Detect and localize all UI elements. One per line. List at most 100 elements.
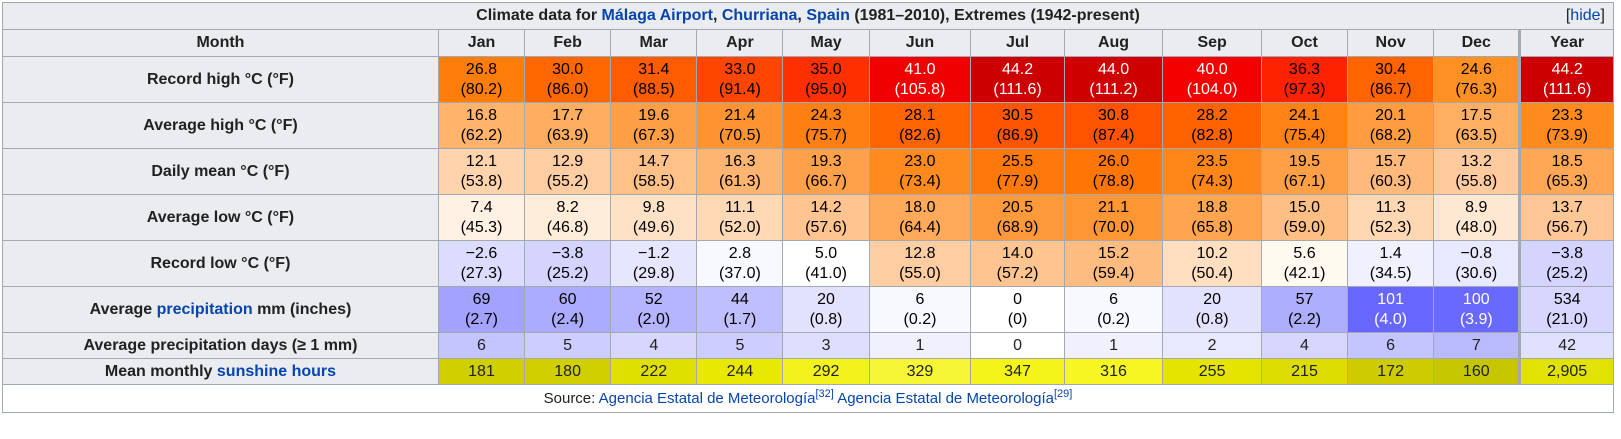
celsius-value: −0.8 — [1460, 244, 1493, 262]
average-precipitation-cell-year: 534 (21.0) — [1518, 286, 1614, 333]
celsius-value: 1.4 — [1379, 244, 1402, 262]
row-label-prefix: Mean monthly — [104, 362, 217, 380]
average-precipitation-link[interactable]: precipitation — [156, 300, 253, 318]
record-high-cell-may: 35.0 (95.0) — [782, 56, 870, 103]
average-low-cell-oct: 15.0 (59.0) — [1260, 194, 1349, 241]
celsius-value: 7.4 — [470, 198, 493, 216]
daily-mean-cell-year: 18.5 (65.3) — [1518, 148, 1614, 195]
average-low-cell-jul: 20.5 (68.9) — [970, 194, 1065, 241]
celsius-value: 11.1 — [724, 198, 755, 216]
fahrenheit-value: (25.2) — [1546, 264, 1589, 282]
celsius-value: 0 — [1013, 290, 1022, 308]
sunshine-hours-link[interactable]: sunshine hours — [216, 362, 337, 380]
year-column-header: Year — [1518, 29, 1614, 57]
average-precipitation-row: Average precipitation mm (inches) 69 (2.7)… — [2, 286, 1614, 333]
celsius-value: 11.3 — [1375, 198, 1406, 216]
precipitation-days-cell-mar: 4 — [610, 332, 698, 359]
precipitation-days-cell-may: 3 — [782, 332, 870, 359]
record-low-cell-year: −3.8 (25.2) — [1518, 240, 1614, 287]
fahrenheit-value: (67.3) — [632, 126, 675, 144]
average-precipitation-cell-mar: 52 (2.0) — [610, 286, 698, 333]
celsius-value: 12.9 — [552, 152, 584, 170]
reference-29-link[interactable]: [29] — [1054, 387, 1073, 400]
precipitation-days-row: Average precipitation days (≥ 1 mm) 6 5 4 5 3… — [2, 332, 1614, 359]
hide-button[interactable]: hide — [1570, 7, 1601, 24]
fahrenheit-value: (91.4) — [719, 80, 761, 98]
fahrenheit-value: (76.3) — [1455, 80, 1498, 98]
precipitation-days-cell-oct: 4 — [1260, 332, 1349, 359]
fahrenheit-value: (42.1) — [1283, 264, 1326, 282]
reference-32-link[interactable]: [32] — [815, 387, 834, 400]
average-high-cell-jun: 28.1 (82.6) — [868, 102, 972, 149]
malaga-airport-link[interactable]: Málaga Airport — [601, 7, 713, 24]
fahrenheit-value: (75.4) — [1283, 126, 1326, 144]
table-caption: Climate data for Málaga Airport, Churria… — [2, 2, 1614, 30]
celsius-value: 16.8 — [465, 106, 498, 124]
celsius-value: 36.3 — [1288, 60, 1321, 78]
average-high-cell-jan: 16.8 (62.2) — [437, 102, 526, 149]
churriana-link[interactable]: Churriana — [721, 7, 798, 24]
aemet-link-1[interactable]: Agencia Estatal de Meteorología — [598, 389, 816, 407]
hide-bracket-open: [ — [1565, 7, 1571, 24]
fahrenheit-value: (50.4) — [1191, 264, 1234, 282]
fahrenheit-value: (2.0) — [637, 310, 671, 328]
fahrenheit-value: (77.9) — [996, 172, 1039, 190]
fahrenheit-value: (73.9) — [1546, 126, 1589, 144]
fahrenheit-value: (2.2) — [1288, 310, 1321, 328]
daily-mean-cell-apr: 16.3 (61.3) — [696, 148, 784, 195]
celsius-value: 12.1 — [465, 152, 498, 170]
sunshine-hours-cell-jan: 181 — [437, 358, 526, 385]
celsius-value: 14.0 — [1001, 244, 1034, 262]
celsius-value: 21.1 — [1097, 198, 1130, 216]
fahrenheit-value: (2.7) — [465, 310, 498, 328]
celsius-value: 8.2 — [556, 198, 579, 216]
fahrenheit-value: (56.7) — [1546, 218, 1589, 236]
celsius-value: 40.0 — [1196, 60, 1228, 78]
month-header-feb: Feb — [524, 29, 612, 57]
fahrenheit-value: (63.9) — [546, 126, 589, 144]
fahrenheit-value: (34.5) — [1369, 264, 1412, 282]
daily-mean-cell-may: 19.3 (66.7) — [782, 148, 870, 195]
precipitation-days-cell-nov: 6 — [1347, 332, 1435, 359]
celsius-value: 24.3 — [810, 106, 842, 124]
record-low-cell-aug: 15.2 (59.4) — [1063, 240, 1164, 287]
climate-data-body: Record high °C (°F) 26.8 (80.2) 30.0 (86.0) 3… — [2, 56, 1614, 385]
precipitation-days-cell-jul: 0 — [970, 332, 1065, 359]
celsius-value: 20.1 — [1375, 106, 1407, 124]
average-precipitation-cell-jun: 6 (0.2) — [868, 286, 972, 333]
average-low-cell-nov: 11.3 (52.3) — [1347, 194, 1435, 241]
record-low-cell-mar: −1.2 (29.8) — [610, 240, 698, 287]
average-precipitation-row-header: Average precipitation mm (inches) — [2, 286, 439, 333]
source-prefix: Source: — [543, 389, 599, 407]
fahrenheit-value: (66.7) — [805, 172, 847, 190]
month-header-aug: Aug — [1063, 29, 1164, 57]
average-low-cell-aug: 21.1 (70.0) — [1063, 194, 1164, 241]
daily-mean-row-header: Daily mean °C (°F) — [2, 148, 439, 195]
celsius-value: 20 — [817, 290, 835, 308]
record-high-row: Record high °C (°F) 26.8 (80.2) 30.0 (86.0) 3… — [2, 56, 1614, 103]
average-high-cell-mar: 19.6 (67.3) — [610, 102, 698, 149]
fahrenheit-value: (3.9) — [1459, 310, 1493, 328]
celsius-value: 10.2 — [1196, 244, 1228, 262]
fahrenheit-value: (37.0) — [719, 264, 761, 282]
celsius-value: 19.6 — [638, 106, 670, 124]
spain-link[interactable]: Spain — [806, 7, 850, 24]
celsius-value: 33.0 — [724, 60, 756, 78]
celsius-value: 9.8 — [642, 198, 665, 216]
fahrenheit-value: (111.6) — [1543, 80, 1592, 98]
record-low-row: Record low °C (°F) −2.6 (27.3) −3.8 (25.2) −1… — [2, 240, 1614, 287]
aemet-link-2[interactable]: Agencia Estatal de Meteorología — [837, 389, 1054, 407]
celsius-value: 18.5 — [1551, 152, 1583, 170]
sunshine-hours-cell-dec: 160 — [1433, 358, 1521, 385]
average-precipitation-cell-jul: 0 (0) — [970, 286, 1065, 333]
celsius-value: 20.5 — [1001, 198, 1034, 216]
record-high-cell-feb: 30.0 (86.0) — [524, 56, 612, 103]
precipitation-days-row-header: Average precipitation days (≥ 1 mm) — [2, 332, 439, 359]
sunshine-hours-cell-sep: 255 — [1162, 358, 1262, 385]
celsius-value: 19.5 — [1288, 152, 1321, 170]
celsius-value: 57 — [1295, 290, 1314, 308]
month-header-may: May — [782, 29, 870, 57]
caption-suffix: (1981–2010), Extremes (1942-present) — [849, 7, 1140, 24]
fahrenheit-value: (60.3) — [1369, 172, 1412, 190]
record-high-cell-jul: 44.2 (111.6) — [970, 56, 1065, 103]
